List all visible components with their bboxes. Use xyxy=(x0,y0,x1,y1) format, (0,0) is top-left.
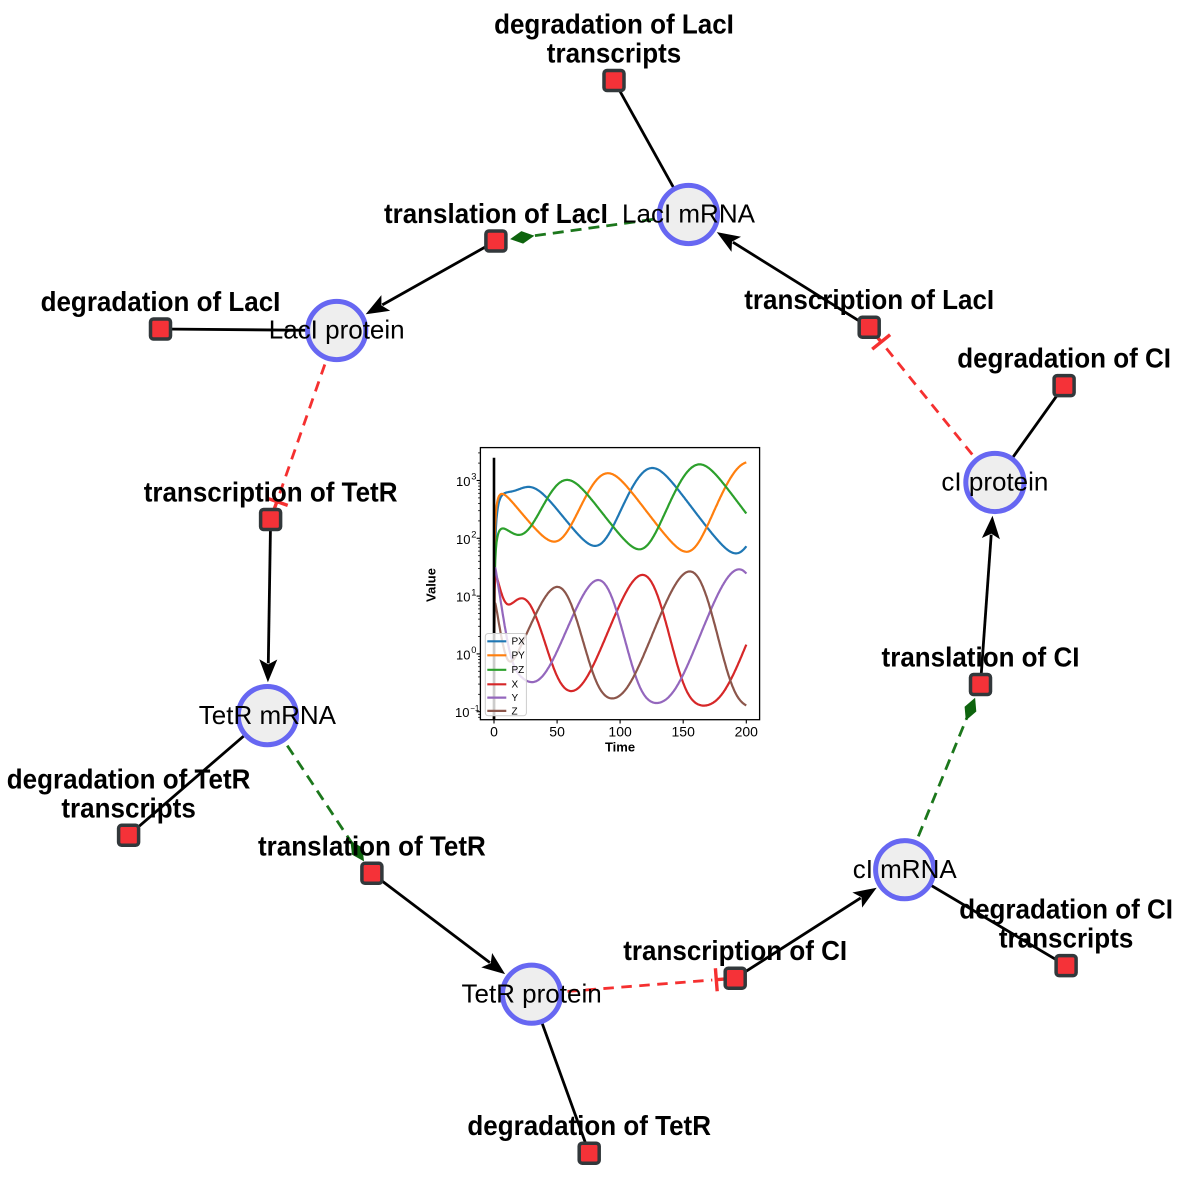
svg-text:PZ: PZ xyxy=(512,665,525,676)
svg-text:transcripts: transcripts xyxy=(999,923,1133,954)
svg-text:TetR mRNA: TetR mRNA xyxy=(199,700,337,730)
svg-text:transcription of LacI: transcription of LacI xyxy=(744,284,994,315)
svg-text:PX: PX xyxy=(512,637,526,648)
svg-text:0: 0 xyxy=(471,645,476,655)
svg-text:10: 10 xyxy=(456,590,470,605)
svg-text:2: 2 xyxy=(471,530,476,540)
svg-text:10: 10 xyxy=(456,474,470,489)
svg-text:10: 10 xyxy=(456,532,470,547)
svg-text:degradation of CI: degradation of CI xyxy=(957,343,1171,374)
svg-text:translation of TetR: translation of TetR xyxy=(258,830,486,861)
svg-text:transcripts: transcripts xyxy=(61,792,195,823)
svg-text:10: 10 xyxy=(456,647,470,662)
svg-text:translation of CI: translation of CI xyxy=(882,642,1080,673)
svg-text:degradation of CI: degradation of CI xyxy=(959,894,1173,925)
svg-text:degradation of TetR: degradation of TetR xyxy=(467,1110,711,1141)
svg-text:transcription of CI: transcription of CI xyxy=(623,935,847,966)
svg-text:Value: Value xyxy=(424,568,439,602)
svg-text:10: 10 xyxy=(455,705,469,720)
svg-text:0: 0 xyxy=(490,723,498,739)
svg-text:Time: Time xyxy=(605,740,635,755)
svg-text:PY: PY xyxy=(512,651,526,662)
svg-text:transcripts: transcripts xyxy=(547,38,681,69)
svg-text:LacI protein: LacI protein xyxy=(269,315,405,345)
svg-text:100: 100 xyxy=(608,723,632,739)
svg-text:Y: Y xyxy=(512,693,519,704)
svg-text:cI protein: cI protein xyxy=(941,467,1048,497)
svg-text:150: 150 xyxy=(672,723,696,739)
svg-text:degradation of LacI: degradation of LacI xyxy=(494,9,734,40)
svg-text:degradation of LacI: degradation of LacI xyxy=(41,286,281,317)
svg-text:Z: Z xyxy=(512,706,518,717)
svg-text:−1: −1 xyxy=(470,704,480,713)
svg-text:translation of LacI: translation of LacI xyxy=(384,198,608,229)
svg-text:TetR protein: TetR protein xyxy=(462,978,602,1008)
svg-text:degradation of TetR: degradation of TetR xyxy=(7,763,251,794)
svg-text:X: X xyxy=(512,680,519,691)
svg-text:200: 200 xyxy=(735,723,759,739)
svg-text:cI mRNA: cI mRNA xyxy=(853,854,958,884)
svg-text:1: 1 xyxy=(471,587,476,597)
svg-text:transcription of TetR: transcription of TetR xyxy=(144,477,398,508)
svg-text:50: 50 xyxy=(549,723,565,739)
svg-text:LacI mRNA: LacI mRNA xyxy=(622,199,756,229)
svg-text:3: 3 xyxy=(471,472,476,482)
